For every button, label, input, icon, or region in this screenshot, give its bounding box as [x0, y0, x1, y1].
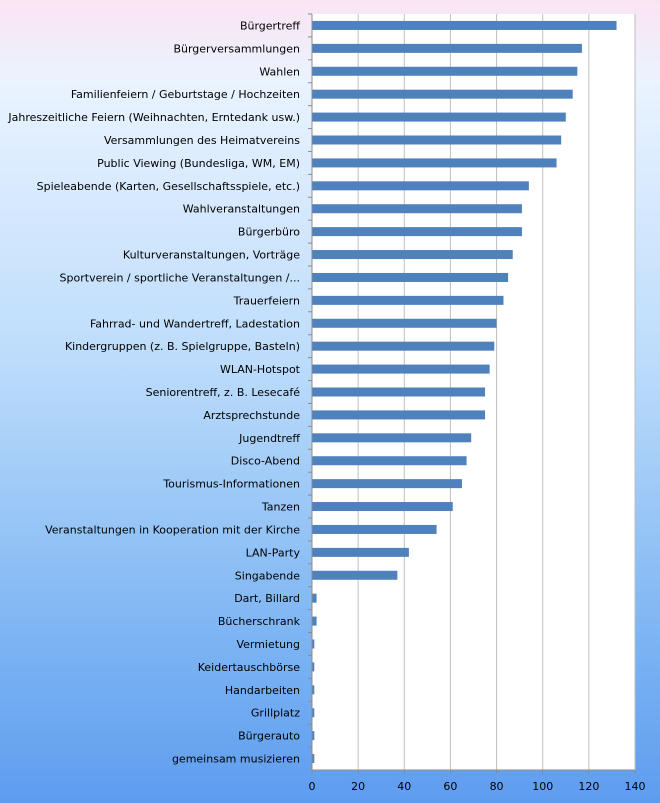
- bar: [312, 295, 504, 305]
- category-label: Jugendtreff: [238, 432, 300, 445]
- category-labels: Bürgertreff Bürgerversammlungen Wahlen Fami…: [7, 19, 300, 765]
- bar: [312, 318, 497, 328]
- category-label: Kulturveranstaltungen, Vorträge: [123, 249, 300, 262]
- category-label: Veranstaltungen in Kooperation mit der K…: [45, 523, 300, 536]
- category-label: Bürgerauto: [238, 730, 300, 743]
- category-label: Grillplatz: [251, 707, 300, 720]
- category-label: WLAN-Hotspot: [220, 363, 301, 376]
- category-label: Bürgertreff: [240, 19, 300, 32]
- bars: [312, 20, 617, 764]
- x-tick-label: 140: [625, 780, 646, 793]
- category-label: Dart, Billard: [234, 592, 300, 605]
- category-label: Sportverein / sportliche Veranstaltungen…: [60, 271, 300, 284]
- axes: [308, 13, 636, 774]
- bar: [312, 204, 522, 214]
- category-label: Trauerfeiern: [233, 294, 300, 307]
- category-label: Disco-Abend: [231, 455, 300, 468]
- category-label: gemeinsam musizieren: [172, 753, 300, 766]
- bar: [312, 433, 472, 443]
- bar: [312, 570, 398, 580]
- category-label: Seniorentreff, z. B. Lesecafé: [146, 386, 301, 399]
- x-tick-label: 20: [351, 780, 365, 793]
- bar: [312, 547, 409, 557]
- category-label: Kindergruppen (z. B. Spielgruppe, Bastel…: [65, 340, 300, 353]
- category-label: Bücherschrank: [218, 615, 301, 628]
- category-label: Public Viewing (Bundesliga, WM, EM): [97, 157, 300, 170]
- bar: [312, 479, 462, 489]
- category-label: LAN-Party: [246, 546, 301, 559]
- category-label: Wahlen: [259, 65, 300, 78]
- bar: [312, 639, 315, 649]
- category-label: Fahrrad- und Wandertreff, Ladestation: [90, 317, 300, 330]
- category-label: Jahreszeitliche Feiern (Weihnachten, Ern…: [7, 111, 300, 124]
- x-tick-labels: 0 20 40 60 80 100 120 140: [309, 780, 646, 793]
- bar: [312, 731, 315, 741]
- bar: [312, 112, 566, 122]
- bar: [312, 708, 315, 718]
- category-label: Bürgerbüro: [238, 226, 300, 239]
- bar: [312, 754, 315, 764]
- category-label: Versammlungen des Heimatvereins: [104, 134, 300, 147]
- bar: [312, 616, 317, 626]
- bar: [312, 524, 437, 534]
- bar: [312, 66, 578, 76]
- bar: [312, 135, 562, 145]
- bar: [312, 227, 522, 237]
- bar: [312, 593, 317, 603]
- bar: [312, 685, 315, 695]
- category-label: Wahlveranstaltungen: [183, 203, 300, 216]
- x-tick-label: 60: [443, 780, 457, 793]
- bar: [312, 364, 490, 374]
- bar: [312, 158, 557, 168]
- bar: [312, 272, 509, 282]
- category-label: Spieleabende (Karten, Gesellschaftsspiel…: [37, 180, 300, 193]
- bar: [312, 20, 617, 30]
- category-label: Vermietung: [236, 638, 300, 651]
- bar: [312, 387, 486, 397]
- bar: [312, 89, 573, 99]
- x-tick-label: 100: [532, 780, 553, 793]
- bar: [312, 662, 315, 672]
- bar: [312, 341, 495, 351]
- category-label: Tanzen: [261, 501, 300, 514]
- bar: [312, 250, 513, 260]
- x-tick-label: 0: [309, 780, 316, 793]
- bar: [312, 502, 453, 512]
- x-tick-label: 40: [397, 780, 411, 793]
- category-label: Keidertauschbörse: [198, 661, 301, 674]
- category-label: Tourismus-Informationen: [162, 478, 300, 491]
- category-label: Handarbeiten: [225, 684, 300, 697]
- x-tick-label: 80: [490, 780, 504, 793]
- category-label: Arztsprechstunde: [203, 409, 300, 422]
- bar: [312, 410, 486, 420]
- category-label: Bürgerversammlungen: [173, 42, 300, 55]
- bar: [312, 181, 529, 191]
- x-tick-label: 120: [578, 780, 599, 793]
- category-label: Singabende: [235, 569, 300, 582]
- category-label: Familienfeiern / Geburtstage / Hochzeite…: [71, 88, 300, 101]
- bar: [312, 43, 582, 53]
- bar: [312, 456, 467, 466]
